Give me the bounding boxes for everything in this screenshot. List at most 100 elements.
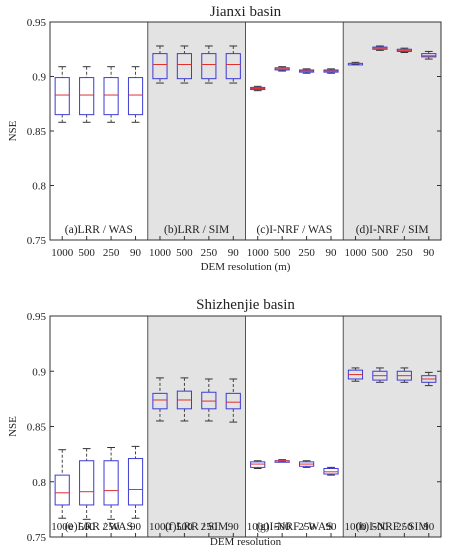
chart-title: Jianxi basin [210, 4, 282, 20]
y-axis-label: NSE [7, 120, 19, 141]
x-tick-label: 250 [201, 521, 218, 533]
box-plot [225, 45, 241, 84]
x-tick-label: 500 [176, 521, 193, 533]
box-plot [127, 66, 144, 123]
panel-label: (d)I-NRF / SIM [356, 224, 429, 236]
x-tick-label: 1000 [247, 247, 270, 259]
box-plot [323, 466, 339, 476]
x-tick-label: 250 [298, 521, 315, 533]
box-plot [176, 377, 192, 422]
box-plot [127, 445, 144, 519]
x-tick-label: 90 [228, 521, 240, 533]
panel-shade [147, 316, 246, 537]
x-tick-label: 500 [78, 247, 95, 259]
x-tick-label: 250 [103, 521, 120, 533]
x-tick-label: 1000 [51, 521, 74, 533]
panel-label: (h)I-NRF / SIM [356, 521, 429, 533]
x-axis-label: DEM resolution (m) [201, 261, 291, 273]
box-plot [421, 371, 437, 387]
panel-label: (e)LRR / WAS [65, 521, 133, 533]
panel-shade [147, 22, 246, 240]
y-tick-label: 0.9 [32, 72, 46, 84]
box-plot [201, 378, 217, 422]
y-tick-label: 0.85 [27, 422, 47, 434]
x-tick-label: 250 [396, 247, 413, 259]
box-plot [250, 85, 266, 92]
panel-shade [343, 22, 441, 240]
x-tick-label: 500 [176, 247, 193, 259]
x-tick-label: 500 [372, 521, 389, 533]
chart-title: Shizhenjie basin [196, 297, 295, 313]
box-plot [274, 66, 290, 72]
x-tick-label: 250 [298, 247, 315, 259]
x-tick-label: 90 [326, 247, 338, 259]
panel-label: (c)I-NRF / WAS [256, 224, 332, 236]
box-plot [54, 449, 70, 519]
box-plot [274, 459, 290, 463]
box-body [152, 53, 168, 80]
box-plot [372, 45, 388, 51]
box-plot [79, 448, 95, 520]
box-plot [372, 367, 388, 383]
x-tick-label: 500 [372, 247, 389, 259]
box-body [225, 392, 241, 410]
box-body [79, 77, 95, 116]
box-plot [299, 460, 315, 468]
box-body [201, 53, 217, 80]
box-body [54, 474, 70, 506]
box-plot [79, 66, 95, 123]
box-body [103, 460, 119, 506]
x-tick-label: 1000 [344, 247, 367, 259]
box-body [127, 458, 144, 506]
box-body [127, 77, 144, 116]
x-tick-label: 90 [326, 521, 338, 533]
box-plot [421, 50, 437, 60]
x-tick-label: 90 [130, 521, 142, 533]
y-tick-label: 0.75 [27, 532, 47, 544]
box-plot [103, 446, 119, 520]
x-tick-label: 500 [274, 247, 291, 259]
box-body [201, 391, 217, 410]
box-body [176, 53, 192, 80]
x-tick-label: 1000 [247, 521, 270, 533]
box-body [152, 392, 168, 410]
chart-0 [49, 21, 442, 241]
panel-label: (b)LRR / SIM [164, 224, 229, 236]
box-plot [396, 367, 412, 383]
box-plot [396, 47, 412, 54]
y-tick-label: 0.95 [27, 17, 47, 29]
box-plot [54, 66, 70, 123]
x-tick-label: 1000 [149, 247, 172, 259]
box-plot [152, 45, 168, 84]
box-plot [323, 68, 339, 74]
chart-1 [49, 315, 442, 538]
x-tick-label: 90 [130, 247, 142, 259]
y-tick-label: 0.95 [27, 311, 47, 323]
y-tick-label: 0.75 [27, 235, 47, 247]
x-tick-label: 250 [103, 247, 120, 259]
x-tick-label: 500 [78, 521, 95, 533]
panel-label: (a)LRR / WAS [65, 224, 133, 236]
x-tick-label: 90 [423, 521, 435, 533]
box-plot [152, 377, 168, 422]
box-body [250, 461, 266, 468]
x-axis-label: DEM resolution [210, 536, 282, 548]
box-plot [250, 460, 266, 469]
y-axis-label: NSE [7, 416, 19, 437]
y-tick-label: 0.9 [32, 366, 46, 378]
x-tick-label: 1000 [149, 521, 172, 533]
box-body [103, 77, 119, 116]
box-plot [103, 66, 119, 123]
y-tick-label: 0.8 [32, 181, 46, 193]
x-tick-label: 500 [274, 521, 291, 533]
box-plot [176, 45, 192, 84]
panel-label: (f)LRR / SIM [165, 521, 228, 533]
box-plot [347, 367, 364, 382]
panel-shade [343, 316, 441, 537]
x-tick-label: 1000 [51, 247, 74, 259]
x-tick-label: 1000 [344, 521, 367, 533]
box-body [54, 77, 70, 116]
box-plot [347, 61, 364, 66]
box-body [225, 53, 241, 80]
